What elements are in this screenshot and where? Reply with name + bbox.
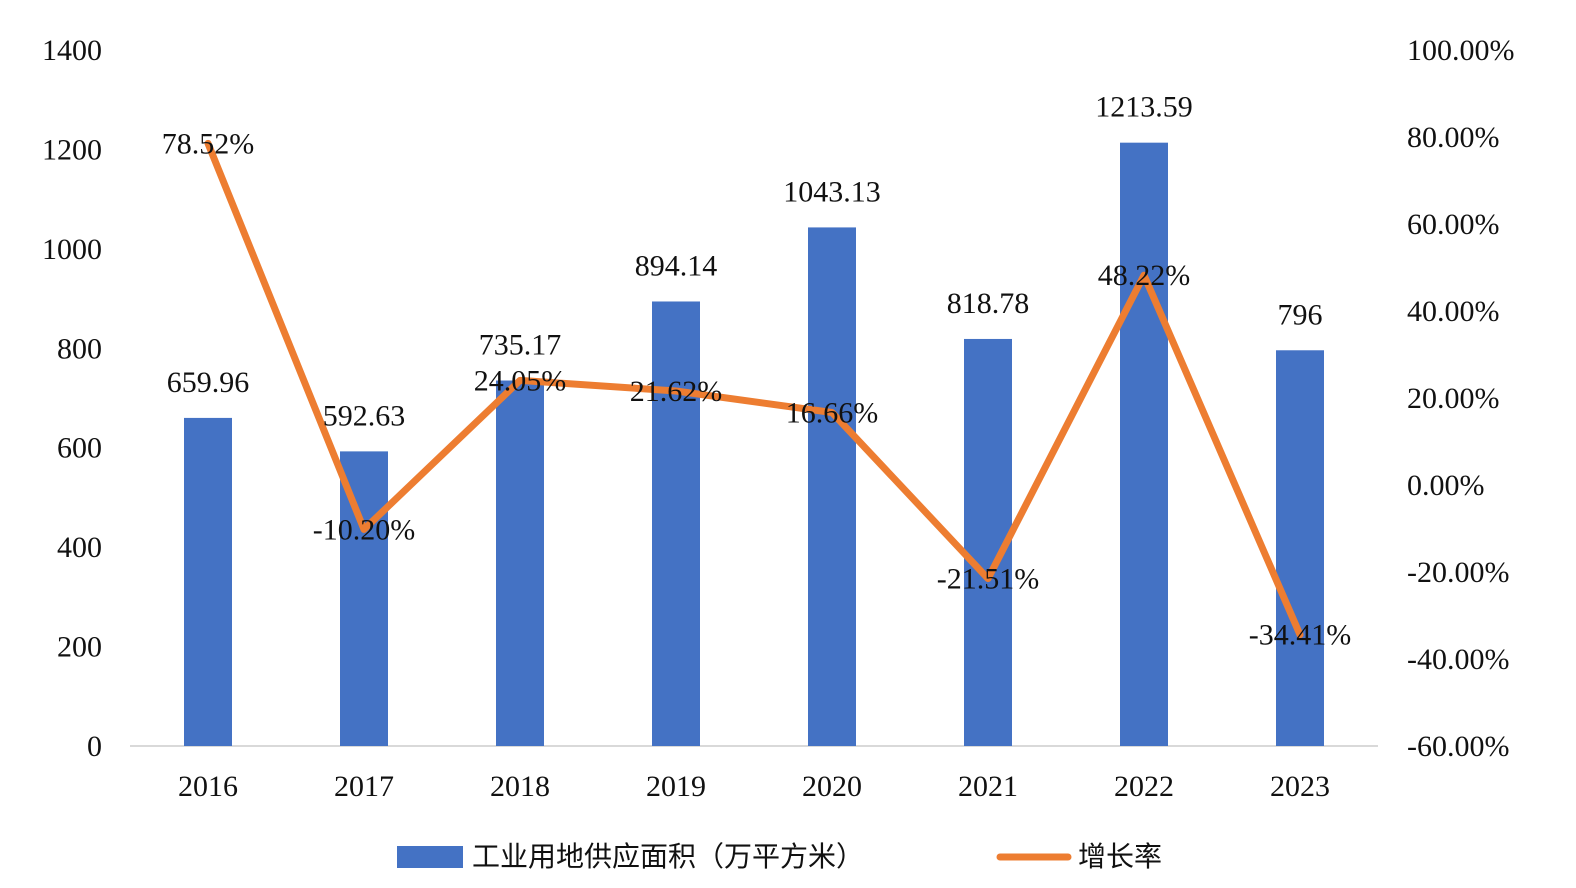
bar-data-label: 818.78	[947, 287, 1030, 320]
x-tick-label: 2016	[178, 770, 238, 803]
x-tick-label: 2019	[646, 770, 706, 803]
bar-data-label: 894.14	[635, 249, 718, 282]
x-tick-label: 2018	[490, 770, 550, 803]
line-data-label: -21.51%	[937, 563, 1039, 596]
bar	[652, 301, 700, 746]
right-tick-label: -60.00%	[1407, 730, 1509, 763]
bar	[340, 451, 388, 746]
right-tick-label: 20.00%	[1407, 382, 1500, 415]
left-tick-label: 600	[57, 432, 102, 465]
right-tick-label: 80.00%	[1407, 121, 1500, 154]
legend-bar-label: 工业用地供应面积（万平方米）	[472, 840, 864, 873]
legend-line-label: 增长率	[1078, 840, 1162, 873]
left-axis: 0 200 400 600 800 1000 1200 1400	[42, 34, 102, 763]
x-axis: 2016 2017 2018 2019 2020 2021 2022 2023	[178, 770, 1330, 803]
line-data-label: -10.20%	[313, 513, 415, 546]
bar-series	[184, 142, 1324, 747]
line-data-label: 21.62%	[630, 375, 723, 408]
right-tick-label: 100.00%	[1407, 34, 1515, 67]
bar-data-label: 796	[1278, 298, 1323, 331]
x-tick-label: 2021	[958, 770, 1018, 803]
right-tick-label: 60.00%	[1407, 208, 1500, 241]
left-tick-label: 200	[57, 631, 102, 664]
left-tick-label: 800	[57, 332, 102, 365]
bar-data-label: 659.96	[167, 366, 250, 399]
left-tick-label: 1400	[42, 34, 102, 67]
bar-data-label: 1043.13	[783, 175, 881, 208]
line-data-label: 78.52%	[162, 127, 255, 160]
bar-data-label: 1213.59	[1095, 91, 1193, 124]
x-tick-label: 2017	[334, 770, 394, 803]
left-tick-label: 0	[87, 730, 102, 763]
bar-data-labels: 659.96 592.63 735.17 894.14 1043.13 818.78 121…	[167, 91, 1323, 433]
left-tick-label: 1000	[42, 233, 102, 266]
right-tick-label: 40.00%	[1407, 295, 1500, 328]
bar	[808, 227, 856, 746]
line-data-label: 24.05%	[474, 364, 567, 397]
line-data-label: 16.66%	[786, 397, 879, 430]
bar	[184, 417, 232, 746]
line-data-label: -34.41%	[1249, 619, 1351, 652]
right-axis: -60.00% -40.00% -20.00% 0.00% 20.00% 40.00% 60…	[1407, 34, 1515, 763]
bar	[1120, 142, 1168, 747]
left-tick-label: 400	[57, 531, 102, 564]
right-tick-label: -20.00%	[1407, 556, 1509, 589]
right-tick-label: 0.00%	[1407, 469, 1485, 502]
left-tick-label: 1200	[42, 133, 102, 166]
x-tick-label: 2020	[802, 770, 862, 803]
bar-data-label: 592.63	[323, 399, 406, 432]
bar	[496, 380, 544, 746]
line-data-labels: 78.52% -10.20% 24.05% 21.62% 16.66% -21.51% 48…	[162, 127, 1351, 651]
growth-rate-line	[204, 139, 1304, 639]
bar-data-label: 735.17	[479, 329, 562, 362]
line-data-label: 48.22%	[1098, 259, 1191, 292]
x-tick-label: 2023	[1270, 770, 1330, 803]
x-tick-label: 2022	[1114, 770, 1174, 803]
right-tick-label: -40.00%	[1407, 643, 1509, 676]
legend-bar-swatch	[397, 846, 463, 868]
legend: 工业用地供应面积（万平方米） 增长率	[397, 840, 1162, 873]
bar	[1276, 350, 1324, 746]
